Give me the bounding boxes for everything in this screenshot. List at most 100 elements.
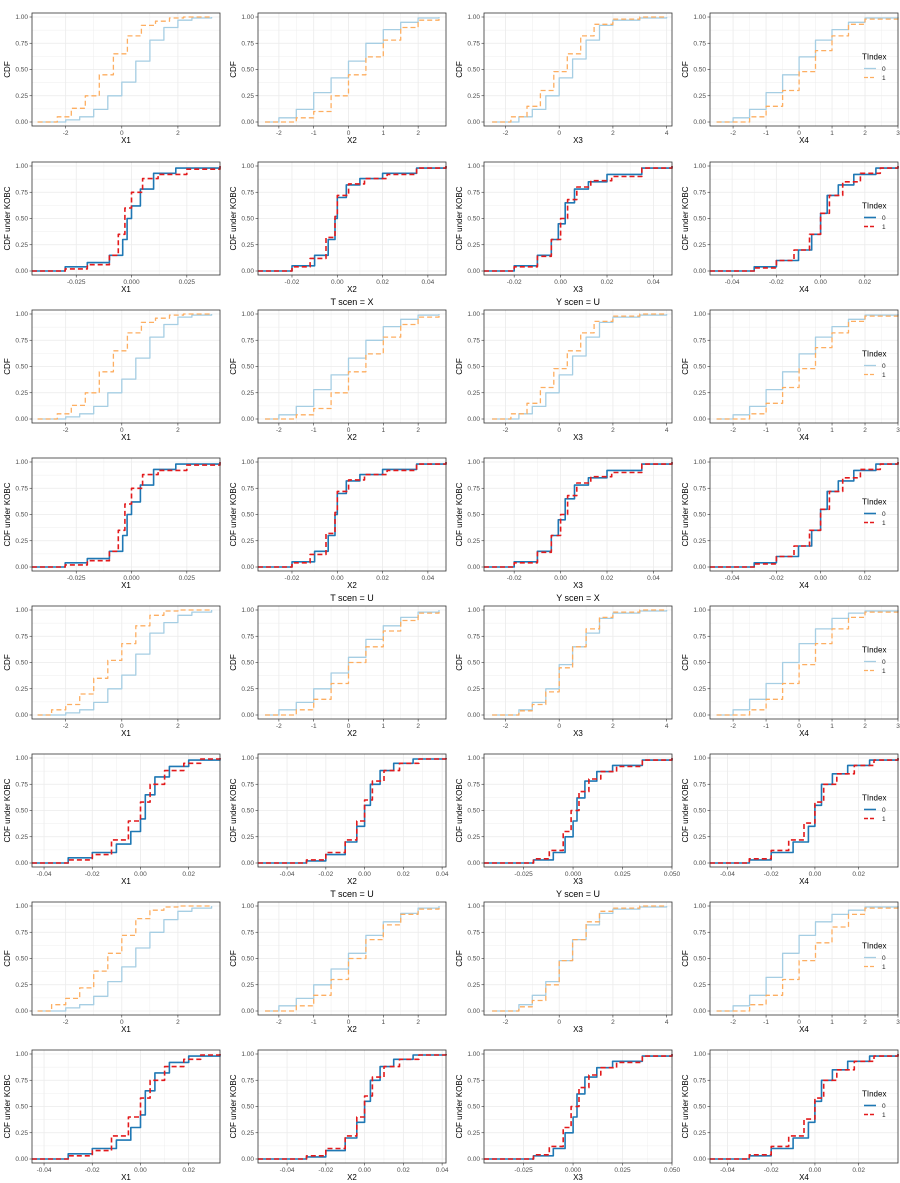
- y-tick-label: 1.00: [241, 311, 254, 318]
- y-tick-label: 0.25: [693, 834, 706, 841]
- panel-3-3: 0.00 0.25 0.50 0.75 1.00 -0.04 -0.02 0.00 0.02 X4…: [681, 457, 899, 590]
- cdf-series-tindex-1: [258, 1054, 447, 1160]
- legend-title: TIndex: [862, 1090, 886, 1099]
- y-tick-label: 0.75: [241, 633, 254, 640]
- y-tick-label: 0.75: [693, 337, 706, 344]
- x-tick-label: -0.04: [37, 871, 52, 878]
- legend-row-1: TIndex 0 1: [862, 202, 886, 231]
- y-axis-label: CDF: [229, 61, 238, 78]
- panel-5-0: 0.00 0.25 0.50 0.75 1.00 -0.04 -0.02 0.00 0.02 X1…: [3, 753, 221, 886]
- x-tick-label: 0: [120, 427, 124, 434]
- x-axis-label: X3: [573, 581, 583, 590]
- y-axis-label: CDF: [681, 61, 690, 78]
- y-tick-label: 1.00: [15, 14, 28, 21]
- panel-7-1: 0.00 0.25 0.50 0.75 1.00 -0.04 -0.02 0.00 0.02 0.…: [229, 1049, 449, 1182]
- y-tick-label: 1.00: [241, 1051, 254, 1058]
- x-tick-label: 0.00: [331, 279, 344, 286]
- x-tick-label: 0.02: [182, 1167, 195, 1174]
- x-tick-label: 1: [382, 723, 386, 730]
- x-tick-label: -2: [503, 1019, 509, 1026]
- y-axis-label: CDF: [3, 950, 12, 967]
- cdf-series-tindex-1: [265, 314, 440, 420]
- section-header-outcome: Y scen = X: [556, 593, 600, 603]
- cdf-series-tindex-1: [484, 462, 673, 568]
- y-tick-label: 0.25: [241, 538, 254, 545]
- y-tick-label: 0.00: [693, 712, 706, 719]
- legend-row-7: TIndex 0 1: [862, 1090, 886, 1119]
- x-tick-label: -1: [311, 723, 317, 730]
- x-tick-label: 1: [382, 130, 386, 137]
- panel-4-0: 0.00 0.25 0.50 0.75 1.00 -2 0 2 X1 CDF: [3, 605, 221, 738]
- legend-label: 1: [882, 816, 886, 823]
- x-axis-label: X1: [121, 1025, 131, 1034]
- x-tick-label: -0.02: [318, 1167, 333, 1174]
- legend-title: TIndex: [862, 498, 886, 507]
- y-axis-label: CDF under KOBC: [455, 482, 464, 546]
- y-tick-label: 0.50: [15, 364, 28, 371]
- y-tick-label: 0.25: [467, 982, 480, 989]
- y-tick-label: 1.00: [693, 903, 706, 910]
- y-tick-label: 0.50: [693, 216, 706, 223]
- y-tick-label: 0.50: [467, 512, 480, 519]
- y-tick-label: 0.75: [15, 929, 28, 936]
- y-tick-label: 0.00: [693, 119, 706, 126]
- y-tick-label: 0.50: [15, 808, 28, 815]
- x-tick-label: -2: [730, 723, 736, 730]
- x-axis-label: X3: [573, 433, 583, 442]
- x-axis-label: X4: [799, 1025, 809, 1034]
- x-tick-label: -0.04: [37, 1167, 52, 1174]
- y-axis-label: CDF under KOBC: [229, 1074, 238, 1138]
- y-tick-label: 0.75: [693, 929, 706, 936]
- x-tick-label: 0.025: [179, 575, 196, 582]
- cdf-series-tindex-1: [32, 462, 221, 568]
- x-tick-label: -1: [763, 1019, 769, 1026]
- x-tick-label: 0.04: [422, 279, 435, 286]
- y-axis-label: CDF: [3, 61, 12, 78]
- y-axis-label: CDF under KOBC: [681, 1074, 690, 1138]
- x-tick-label: 0.02: [601, 279, 614, 286]
- y-tick-label: 0.75: [15, 633, 28, 640]
- legend-label: 0: [882, 511, 886, 518]
- y-tick-label: 1.00: [467, 459, 480, 466]
- y-axis-label: CDF under KOBC: [681, 778, 690, 842]
- x-tick-label: 0.02: [858, 279, 871, 286]
- y-axis-label: CDF under KOBC: [681, 482, 690, 546]
- y-tick-label: 1.00: [467, 311, 480, 318]
- cdf-series-tindex-1: [37, 16, 212, 123]
- x-tick-label: -2: [276, 427, 282, 434]
- y-tick-label: 0.75: [15, 781, 28, 788]
- legend-row-2: TIndex 0 1: [862, 350, 886, 379]
- legend-row-0: TIndex 0 1: [862, 53, 886, 82]
- y-axis-label: CDF under KOBC: [3, 186, 12, 250]
- y-tick-label: 0.25: [241, 242, 254, 249]
- cdf-series-tindex-1: [265, 906, 440, 1012]
- x-tick-label: 0: [347, 427, 351, 434]
- y-axis-label: CDF: [455, 654, 464, 671]
- y-tick-label: 0.00: [15, 119, 28, 126]
- y-tick-label: 0.75: [15, 189, 28, 196]
- y-tick-label: 0.50: [241, 808, 254, 815]
- x-tick-label: 0.000: [565, 1167, 582, 1174]
- legend-label: 0: [882, 66, 886, 73]
- x-tick-label: 1: [830, 130, 834, 137]
- y-tick-label: 0.00: [15, 564, 28, 571]
- x-tick-label: 0: [347, 1019, 351, 1026]
- y-tick-label: 1.00: [693, 311, 706, 318]
- x-tick-label: 0.00: [358, 871, 371, 878]
- x-tick-label: -0.02: [285, 279, 300, 286]
- x-tick-label: 2: [863, 1019, 867, 1026]
- legend-row-5: TIndex 0 1: [862, 794, 886, 823]
- x-tick-label: -2: [63, 723, 69, 730]
- x-tick-label: 0.00: [809, 1167, 822, 1174]
- x-tick-label: -0.02: [507, 279, 522, 286]
- cdf-series-tindex-0: [716, 610, 899, 716]
- x-tick-label: 1: [382, 1019, 386, 1026]
- y-tick-label: 0.00: [693, 416, 706, 423]
- y-tick-label: 0.25: [467, 93, 480, 100]
- legend-row-4: TIndex 0 1: [862, 646, 886, 675]
- cdf-series-tindex-1: [492, 609, 667, 716]
- y-tick-label: 0.00: [241, 416, 254, 423]
- x-tick-label: -1: [763, 130, 769, 137]
- y-tick-label: 0.25: [467, 834, 480, 841]
- cdf-series-tindex-1: [710, 462, 899, 568]
